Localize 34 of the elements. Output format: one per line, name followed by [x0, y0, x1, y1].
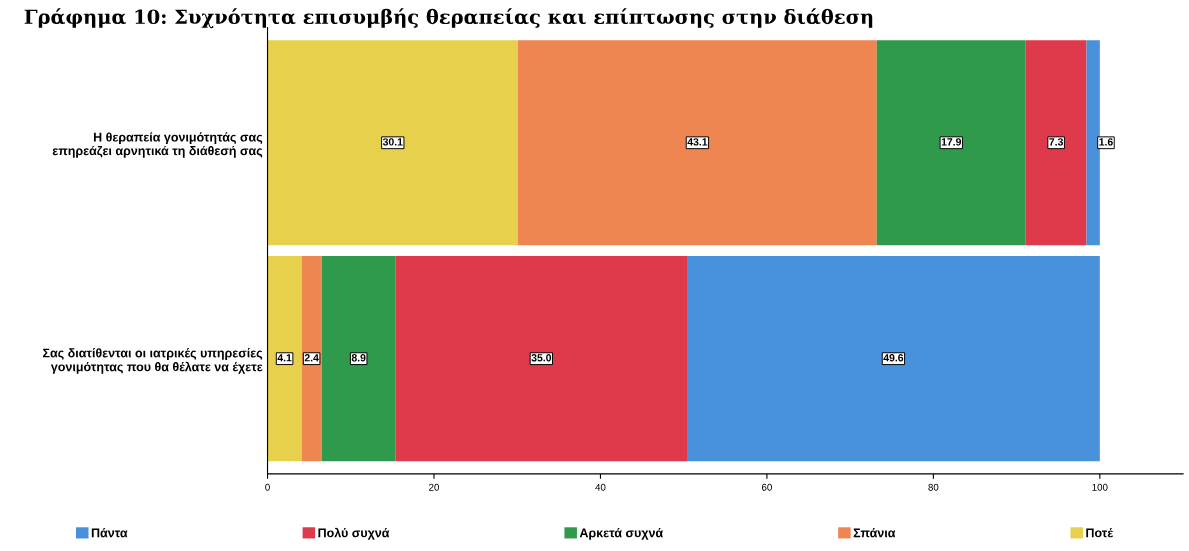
x-tick-label: 0 [265, 483, 270, 491]
x-tick-label: 60 [761, 483, 772, 491]
legend-label: Πάντα [91, 527, 128, 538]
x-tick-label: 20 [429, 483, 440, 491]
data-label: 4.1 [277, 354, 292, 362]
legend-label: Πολύ συχνά [318, 527, 390, 540]
y-tick-label: Σας διατίθενται οι ιατρικές υπηρεσίες γονιμότητας που θα θέλατε να έχετε [43, 348, 263, 374]
legend-label: Σπάνια [853, 527, 896, 538]
bar [1025, 40, 1087, 246]
legend-label: Αρκετά συχνά [579, 527, 664, 540]
x-tick-label: 80 [928, 483, 939, 491]
chart-title: Γράφημα 10: Συχνότητα επισυμβής θεραπείας και επίπτωσης στην διάθεση [24, 8, 873, 29]
data-label: 1.6 [1099, 138, 1113, 146]
data-label: 2.4 [304, 354, 319, 362]
bar [267, 40, 519, 246]
data-label: 17.9 [941, 138, 962, 146]
bar [687, 256, 1100, 462]
bar [1086, 40, 1100, 246]
bar [518, 40, 877, 246]
bar [267, 256, 302, 462]
x-tick-label: 40 [595, 483, 606, 491]
data-label: 35.0 [531, 354, 552, 362]
bar [301, 256, 322, 462]
bar [321, 256, 396, 462]
data-label: 43.1 [687, 138, 708, 146]
data-label: 8.9 [351, 354, 366, 362]
bar [395, 256, 687, 462]
data-label: 49.6 [883, 354, 904, 362]
x-tick-label: 100 [1092, 483, 1108, 491]
legend-label: Ποτέ [1086, 527, 1114, 538]
data-label: 7.3 [1049, 138, 1063, 146]
y-tick-label: Η θεραπεία γονιμότητάς σας επηρεάζει αρνητικά τη διάθεσή σας [52, 132, 263, 158]
data-label: 30.1 [382, 138, 403, 146]
bar [876, 40, 1026, 246]
